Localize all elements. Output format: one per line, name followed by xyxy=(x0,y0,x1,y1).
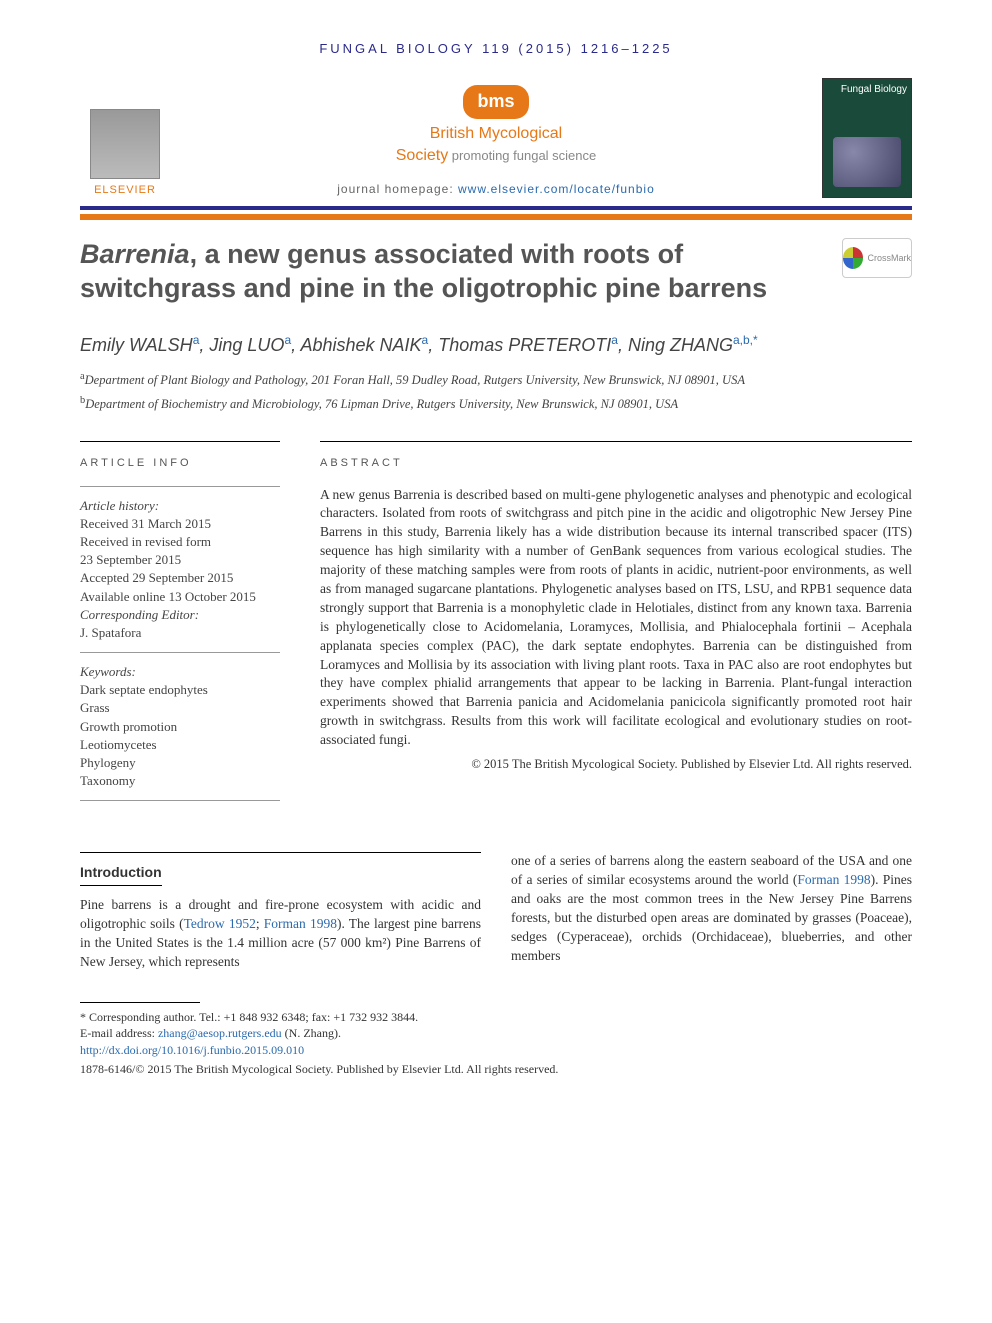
history-accepted: Accepted 29 September 2015 xyxy=(80,569,280,587)
introduction-heading: Introduction xyxy=(80,863,162,886)
email-footnote: E-mail address: zhang@aesop.rutgers.edu … xyxy=(80,1025,912,1042)
crossmark-label: CrossMark xyxy=(867,252,911,265)
history-label: Article history: xyxy=(80,497,280,515)
article-history: Article history: Received 31 March 2015 … xyxy=(80,486,280,654)
authors-line: Emily WALSHa, Jing LUOa, Abhishek NAIKa,… xyxy=(80,332,912,358)
affiliation: aDepartment of Plant Biology and Patholo… xyxy=(80,370,912,390)
abstract-text: A new genus Barrenia is described based … xyxy=(320,486,912,750)
author-name: Abhishek NAIK xyxy=(300,335,421,355)
elsevier-logo[interactable]: ELSEVIER xyxy=(80,98,170,198)
author-name: Thomas PRETEROTI xyxy=(438,335,611,355)
intro-para-left: Pine barrens is a drought and fire-prone… xyxy=(80,896,481,972)
author-affil-sup: a xyxy=(422,333,429,347)
intro-para-right: one of a series of barrens along the eas… xyxy=(511,852,912,965)
author-affil-sup: a,b,* xyxy=(733,333,758,347)
citation-link[interactable]: Tedrow 1952 xyxy=(184,916,256,931)
keywords-label: Keywords: xyxy=(80,663,280,681)
doi-link[interactable]: http://dx.doi.org/10.1016/j.funbio.2015.… xyxy=(80,1043,304,1057)
email-who: (N. Zhang). xyxy=(285,1026,341,1040)
issn-line: 1878-6146/© 2015 The British Mycological… xyxy=(80,1061,912,1078)
journal-header: ELSEVIER bms British Mycological Society… xyxy=(80,78,912,210)
author-name: Emily WALSH xyxy=(80,335,193,355)
author-name: Ning ZHANG xyxy=(628,335,733,355)
keywords-block: Keywords: Dark septate endophytesGrassGr… xyxy=(80,653,280,801)
citation-link[interactable]: Forman 1998 xyxy=(797,872,870,887)
editor-label: Corresponding Editor: xyxy=(80,606,280,624)
bms-name: British Mycological xyxy=(430,125,562,142)
running-head: FUNGAL BIOLOGY 119 (2015) 1216–1225 xyxy=(80,40,912,58)
homepage-label: journal homepage: xyxy=(337,182,458,196)
elsevier-tree-icon xyxy=(90,109,160,179)
corresponding-author-footnote: * Corresponding author. Tel.: +1 848 932… xyxy=(80,1009,912,1026)
article-info-label: ARTICLE INFO xyxy=(80,456,280,471)
history-revised1: Received in revised form xyxy=(80,533,280,551)
editor-name: J. Spatafora xyxy=(80,624,280,642)
homepage-line: journal homepage: www.elsevier.com/locat… xyxy=(170,181,822,198)
article-title: Barrenia, a new genus associated with ro… xyxy=(80,238,822,306)
keyword: Growth promotion xyxy=(80,718,280,736)
footnote-separator xyxy=(80,1002,200,1003)
history-revised2: 23 September 2015 xyxy=(80,551,280,569)
author-affil-sup: a xyxy=(611,333,618,347)
bms-block: bms British Mycological Society promotin… xyxy=(170,85,822,198)
email-label: E-mail address: xyxy=(80,1026,158,1040)
bms-sub2: promoting fungal science xyxy=(452,148,597,163)
bms-logo-icon: bms xyxy=(463,85,528,118)
history-received: Received 31 March 2015 xyxy=(80,515,280,533)
keyword: Dark septate endophytes xyxy=(80,681,280,699)
keyword: Phylogeny xyxy=(80,754,280,772)
title-genus: Barrenia xyxy=(80,239,190,269)
email-link[interactable]: zhang@aesop.rutgers.edu xyxy=(158,1026,282,1040)
bms-sub1: Society xyxy=(396,147,448,164)
abstract-label: ABSTRACT xyxy=(320,456,912,471)
keyword: Grass xyxy=(80,699,280,717)
author-name: Jing LUO xyxy=(209,335,284,355)
affiliation: bDepartment of Biochemistry and Microbio… xyxy=(80,394,912,414)
elsevier-text: ELSEVIER xyxy=(94,183,156,198)
abstract-copyright: © 2015 The British Mycological Society. … xyxy=(320,756,912,774)
journal-cover-thumbnail[interactable]: Fungal Biology xyxy=(822,78,912,198)
keyword: Taxonomy xyxy=(80,772,280,790)
author-affil-sup: a xyxy=(193,333,200,347)
crossmark-icon xyxy=(843,247,863,269)
keyword: Leotiomycetes xyxy=(80,736,280,754)
orange-divider xyxy=(80,214,912,220)
crossmark-badge[interactable]: CrossMark xyxy=(842,238,912,278)
citation-link[interactable]: Forman 1998 xyxy=(264,916,337,931)
author-affil-sup: a xyxy=(284,333,291,347)
history-online: Available online 13 October 2015 xyxy=(80,588,280,606)
homepage-link[interactable]: www.elsevier.com/locate/funbio xyxy=(458,182,655,196)
